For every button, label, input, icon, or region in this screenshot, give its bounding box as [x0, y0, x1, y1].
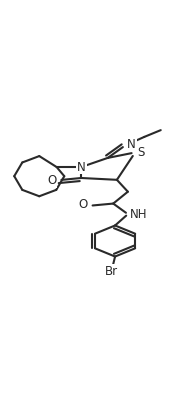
- Text: O: O: [47, 174, 56, 187]
- Text: S: S: [137, 146, 144, 159]
- Text: O: O: [78, 198, 87, 211]
- Text: Br: Br: [105, 265, 118, 278]
- Text: N: N: [77, 160, 86, 174]
- Text: NH: NH: [130, 208, 147, 220]
- Text: N: N: [127, 138, 136, 151]
